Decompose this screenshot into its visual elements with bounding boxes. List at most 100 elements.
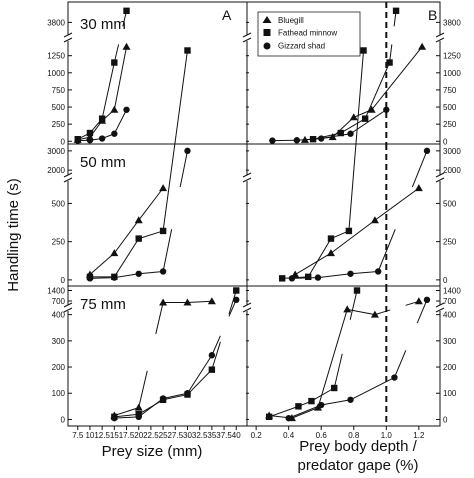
series-line-gizzard-shad	[350, 377, 395, 401]
axis-break-mark	[242, 172, 252, 178]
data-point-fathead-minnow	[327, 235, 335, 242]
data-point-gizzard-shad	[184, 147, 191, 155]
y-tick-label-right: 750	[443, 86, 457, 95]
axis-break-mark	[63, 307, 73, 313]
axis-break-mark	[242, 177, 252, 183]
data-point-gizzard-shad	[314, 274, 322, 281]
panel-letter-a: A	[222, 7, 232, 23]
data-point-bluegill	[343, 305, 352, 313]
series-line-gizzard-shad	[317, 273, 351, 279]
data-point-fathead-minnow	[86, 129, 94, 137]
y-tick-label-right: 1250	[443, 52, 461, 61]
axis-break-mark	[242, 302, 252, 308]
data-point-bluegill	[370, 216, 379, 224]
data-point-fathead-minnow	[135, 235, 142, 242]
series-line-fathead-minnow	[307, 238, 332, 278]
data-point-gizzard-shad	[111, 274, 118, 281]
series-line-bluegill	[155, 302, 164, 335]
y-tick-label-left: 2000	[47, 166, 65, 175]
series-line-bluegill	[113, 219, 140, 254]
series-line-bluegill	[371, 46, 423, 111]
series-line-fathead-minnow	[187, 369, 213, 395]
series-line-fathead-minnow	[349, 290, 358, 320]
y-tick-label-left: 0	[61, 415, 66, 424]
series-line-fathead-minnow	[113, 238, 140, 278]
data-point-bluegill	[122, 42, 131, 50]
data-point-fathead-minnow	[361, 115, 369, 122]
y-tick-label-left: 100	[52, 389, 66, 398]
data-point-bluegill	[326, 249, 335, 257]
axis-break-gap	[243, 305, 251, 311]
data-point-gizzard-shad	[233, 296, 240, 303]
y-tick-label-left: 1000	[47, 69, 65, 78]
series-line-gizzard-shad	[114, 416, 139, 419]
data-point-gizzard-shad	[111, 130, 118, 137]
series-line-gizzard-shad	[350, 109, 387, 135]
y-tick-label-right: 500	[443, 199, 457, 208]
data-point-gizzard-shad	[184, 390, 191, 397]
series-line-fathead-minnow	[268, 405, 299, 418]
data-point-gizzard-shad	[135, 413, 142, 421]
y-tick-label-right: 500	[443, 103, 457, 112]
series-line-fathead-minnow	[333, 353, 343, 389]
data-point-bluegill	[370, 310, 379, 318]
axis-break-gap	[64, 305, 72, 311]
axis-break-gap	[436, 35, 444, 41]
series-line-gizzard-shad	[288, 404, 322, 419]
series-line-bluegill	[113, 46, 128, 110]
y-tick-label-left: 300	[52, 337, 66, 346]
series-line-fathead-minnow	[211, 341, 221, 370]
series-line-bluegill	[347, 308, 376, 316]
data-point-fathead-minnow	[265, 413, 273, 421]
series-line-gizzard-shad	[377, 229, 396, 272]
y-tick-label-right: 1400	[443, 287, 461, 296]
axis-break-mark	[435, 172, 445, 178]
data-point-bluegill	[418, 42, 427, 50]
axis-break-gap	[436, 305, 444, 311]
data-point-fathead-minnow	[233, 287, 240, 294]
series-line-gizzard-shad	[291, 277, 318, 279]
data-point-gizzard-shad	[318, 401, 325, 409]
panel-title-75-mm: 75 mm	[80, 296, 126, 313]
y-tick-label-left: 0	[61, 137, 66, 146]
x-tick-label-a: 15	[110, 431, 119, 440]
series-line-bluegill	[330, 219, 376, 254]
data-point-bluegill	[349, 113, 358, 121]
data-point-bluegill	[110, 249, 119, 257]
y-tick-label-right: 300	[443, 337, 457, 346]
data-point-fathead-minnow	[360, 47, 367, 54]
data-point-gizzard-shad	[159, 268, 167, 275]
legend-marker-bluegill	[262, 16, 272, 23]
data-point-bluegill	[183, 298, 192, 306]
y-tick-label-left: 200	[52, 363, 66, 372]
legend-marker-fathead-minnow	[263, 29, 271, 36]
figure-frame	[67, 1, 441, 427]
series-line-fathead-minnow	[138, 399, 164, 415]
x-tick-label-a: 10	[85, 431, 94, 440]
data-point-fathead-minnow	[208, 366, 216, 373]
x-tick-label-a: 27.5	[167, 431, 183, 440]
x-tick-label-b: 1.2	[413, 431, 425, 440]
series-line-gizzard-shad	[138, 398, 164, 418]
series-line-bluegill	[317, 309, 348, 408]
data-point-fathead-minnow	[98, 115, 106, 122]
x-tick-label-a: 32.5	[192, 431, 208, 440]
data-point-bluegill	[134, 403, 143, 411]
y-tick-label-right: 3800	[443, 18, 461, 27]
x-tick-label-a: 25	[159, 431, 168, 440]
y-tick-label-left: 250	[52, 120, 66, 129]
data-point-gizzard-shad	[293, 137, 301, 144]
axis-break-mark	[242, 32, 252, 38]
series-line-bluegill	[187, 300, 212, 303]
axis-break-mark	[435, 177, 445, 183]
x-tick-label-b: 0.8	[348, 431, 360, 440]
series-line-fathead-minnow	[364, 62, 391, 119]
series-line-fathead-minnow	[101, 62, 115, 119]
data-point-gizzard-shad	[111, 414, 118, 422]
data-point-gizzard-shad	[285, 414, 292, 422]
axis-break-mark	[435, 32, 445, 38]
series-line-bluegill	[138, 370, 148, 408]
legend-label-gizzard-shad: Gizzard shad	[278, 42, 325, 51]
data-point-fathead-minnow	[278, 275, 286, 282]
data-point-fathead-minnow	[386, 59, 393, 66]
